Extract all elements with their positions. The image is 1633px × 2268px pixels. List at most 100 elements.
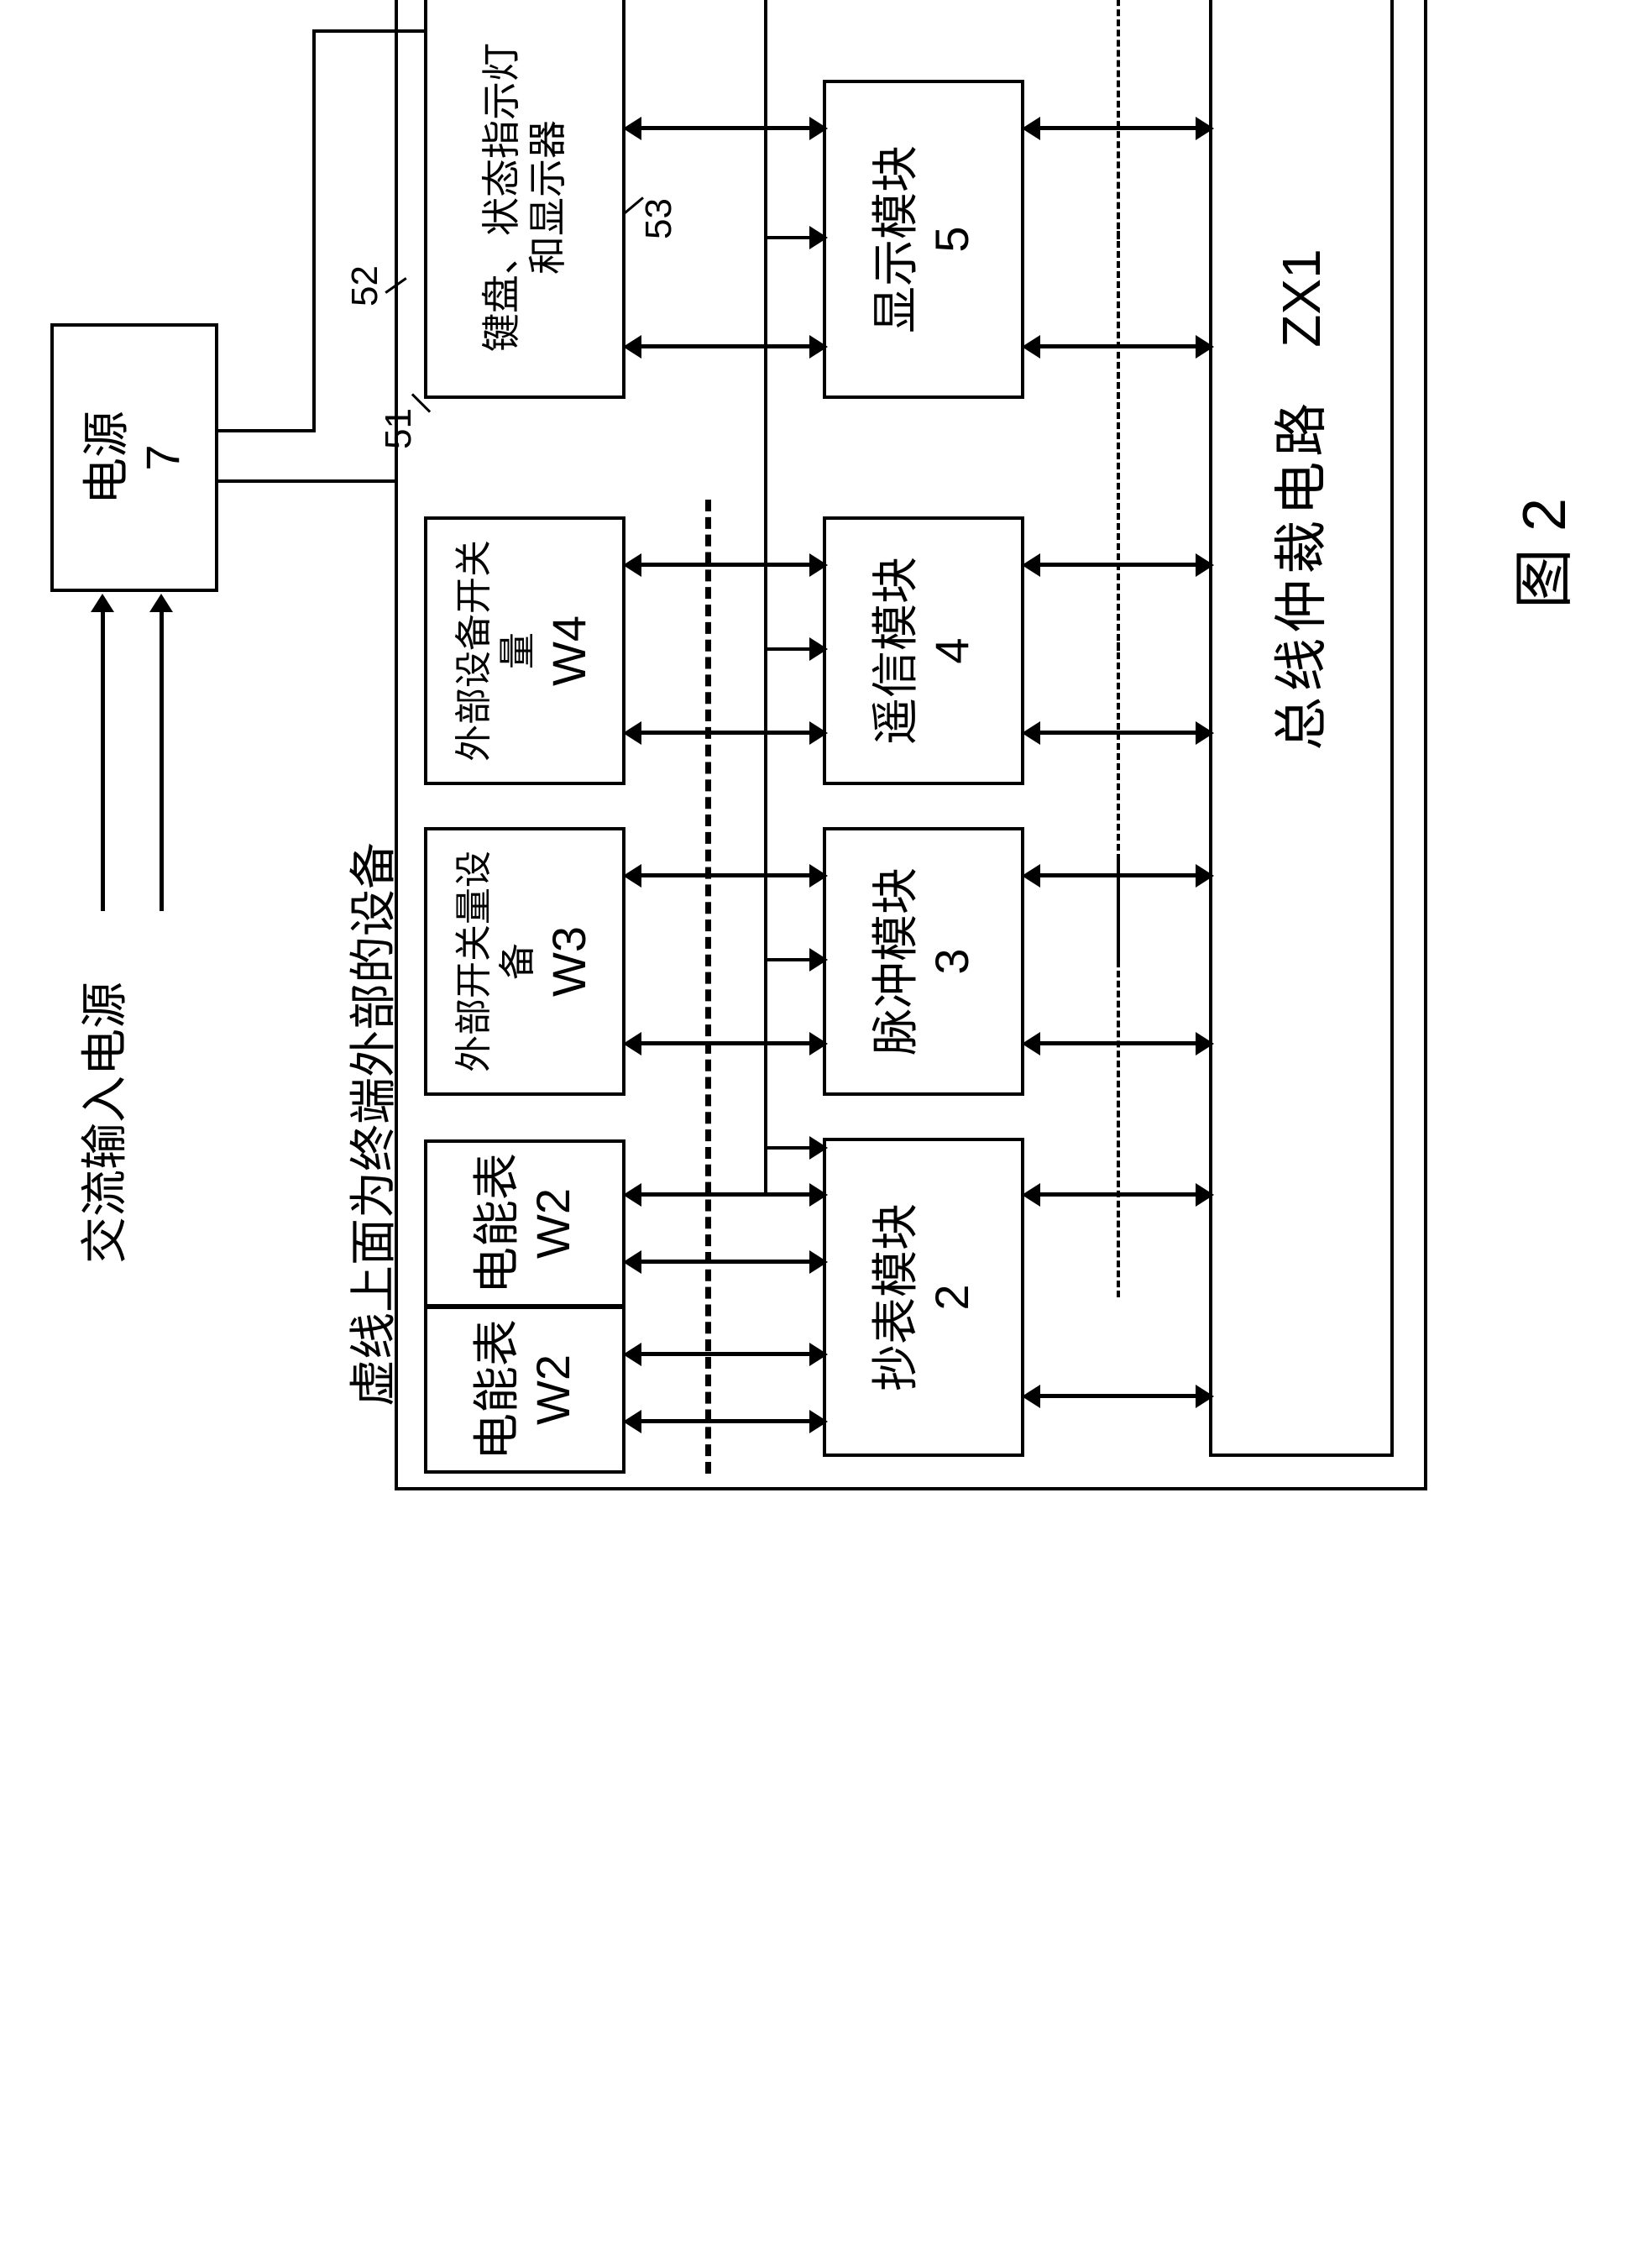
- wire: [218, 429, 315, 432]
- arrowhead: [809, 637, 828, 661]
- block-read: 抄表模块 2: [823, 1138, 1024, 1457]
- arrowhead: [1022, 335, 1040, 359]
- arrowhead: [1196, 335, 1214, 359]
- arrowhead: [1196, 721, 1214, 745]
- pin-52: 52: [344, 265, 386, 306]
- arrowhead: [809, 117, 828, 140]
- arrowhead: [809, 1250, 828, 1274]
- arrowhead: [623, 864, 641, 888]
- wire: [638, 563, 814, 567]
- block-id: 4: [924, 637, 980, 663]
- block-display: 显示模块 5: [823, 80, 1024, 399]
- block-id: W3: [541, 926, 597, 997]
- block-meter-a: 电能表 W2: [424, 1306, 625, 1474]
- arrowhead: [623, 1410, 641, 1433]
- block-label: 显示模块: [867, 145, 924, 333]
- arrowhead: [623, 1183, 641, 1207]
- block-id: W2: [525, 1354, 581, 1425]
- dashed-link: [1117, 642, 1120, 961]
- block-label: 电源: [78, 411, 134, 505]
- arrowhead: [809, 1032, 828, 1055]
- arrowhead: [623, 117, 641, 140]
- arrowhead: [1022, 864, 1040, 888]
- arrowhead: [1022, 1032, 1040, 1055]
- block-ext-switch: 外部开关量设备 W3: [424, 827, 625, 1096]
- arrowhead: [623, 1343, 641, 1366]
- arrowhead: [91, 594, 114, 612]
- wire: [1037, 1394, 1201, 1398]
- wire: [764, 1146, 767, 1197]
- block-label: 电能表: [468, 1153, 525, 1294]
- figure-caption: 图 2: [1494, 498, 1583, 609]
- wire: [764, 1146, 814, 1150]
- block-id: ZX1: [1269, 249, 1334, 347]
- wire: [312, 29, 316, 432]
- arrowhead: [1022, 721, 1040, 745]
- block-label: 脉冲模块: [867, 867, 924, 1055]
- arrowhead: [809, 226, 828, 249]
- block-meter-b: 电能表 W2: [424, 1139, 625, 1307]
- block-pulse: 脉冲模块 3: [823, 827, 1024, 1096]
- arrowhead: [623, 1250, 641, 1274]
- wire: [638, 1419, 814, 1423]
- block-ext-device: 外部设备开关量 W4: [424, 516, 625, 785]
- wire: [764, 0, 767, 1150]
- arrow-ac-1: [101, 609, 105, 911]
- wire: [218, 479, 395, 483]
- arrowhead: [1196, 1032, 1214, 1055]
- arrowhead: [1022, 117, 1040, 140]
- wire: [638, 344, 814, 348]
- diagram-canvas: 交流输入电源 电源 7 调度中心 W1 虚线上面为终端外部的设备 电能表 W2 …: [34, 34, 1633, 1600]
- arrowhead: [809, 1136, 828, 1160]
- dashed-link: [1117, 231, 1120, 651]
- arrowhead: [809, 721, 828, 745]
- block-power: 电源 7: [50, 323, 218, 592]
- wire: [638, 1041, 814, 1045]
- arrowhead: [623, 721, 641, 745]
- arrowhead: [809, 864, 828, 888]
- arrow-ac-2: [160, 609, 164, 911]
- block-id: W2: [525, 1188, 581, 1259]
- block-kbd-display: 键盘、状态指示灯 和显示器: [424, 0, 625, 399]
- wire: [764, 236, 814, 239]
- wire: [638, 1352, 814, 1356]
- arrowhead: [1022, 553, 1040, 577]
- block-label-2: 和显示器: [525, 120, 571, 275]
- wire: [764, 958, 814, 961]
- dashed-boundary: [705, 500, 711, 1474]
- arrowhead: [1196, 117, 1214, 140]
- arrowhead: [1022, 1385, 1040, 1408]
- block-label: 总线仲裁电路: [1269, 398, 1334, 751]
- block-id: 7: [134, 444, 191, 470]
- arrowhead: [623, 1032, 641, 1055]
- block-label: 外部开关量设备: [453, 837, 542, 1086]
- block-label: 遥信模块: [867, 557, 924, 745]
- block-id: 3: [924, 948, 980, 974]
- block-label: 电能表: [468, 1319, 525, 1460]
- wire: [638, 1260, 814, 1264]
- wire: [638, 126, 814, 130]
- pin-51: 51: [378, 408, 420, 449]
- arrowhead: [149, 594, 173, 612]
- arrowhead: [809, 553, 828, 577]
- arrowhead: [1196, 1385, 1214, 1408]
- wire: [312, 29, 426, 33]
- arrowhead: [809, 335, 828, 359]
- block-label-1: 键盘、状态指示灯: [479, 43, 525, 352]
- arrowhead: [623, 335, 641, 359]
- block-remote: 遥信模块 4: [823, 516, 1024, 785]
- block-label: 抄表模块: [867, 1203, 924, 1391]
- dashed-link: [1117, 0, 1120, 239]
- arrowhead: [1196, 864, 1214, 888]
- label-above-dashed: 虚线上面为终端外部的设备: [336, 842, 404, 1406]
- arrowhead: [809, 1183, 828, 1207]
- arrowhead: [809, 1343, 828, 1366]
- pin-53: 53: [638, 198, 680, 239]
- block-id: 2: [924, 1284, 980, 1310]
- arrowhead: [1196, 553, 1214, 577]
- arrowhead: [809, 1410, 828, 1433]
- wire: [764, 647, 814, 651]
- arrowhead: [623, 553, 641, 577]
- arrowhead: [809, 948, 828, 972]
- wire: [638, 731, 814, 735]
